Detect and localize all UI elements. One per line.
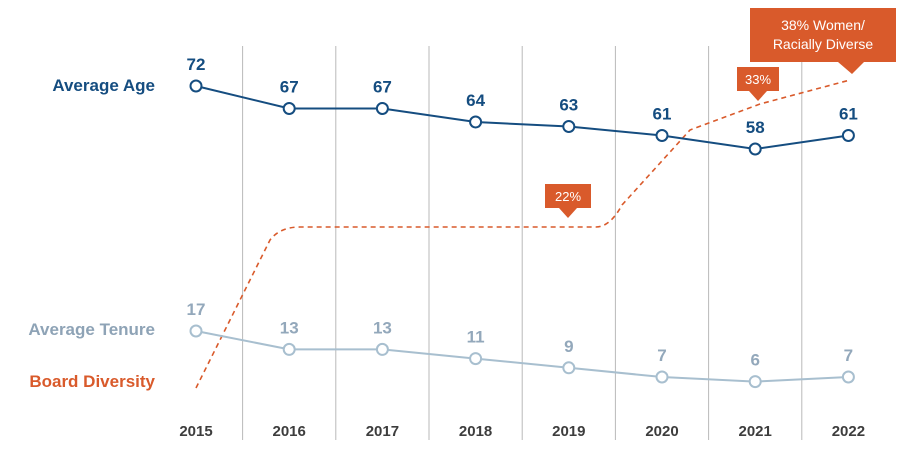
x-axis: 2015 2016 2017 2018 2019 2020 2021 2022 <box>179 423 865 440</box>
callout-33-percent-text: 33% <box>745 72 771 87</box>
average-tenure-point <box>375 342 389 356</box>
average-tenure-point <box>655 370 669 384</box>
average-age-data-label: 72 <box>187 55 206 74</box>
average-tenure-line <box>195 330 849 383</box>
average-age-data-label: 67 <box>373 78 392 97</box>
board-diversity-series <box>195 79 851 389</box>
average-tenure-point <box>748 375 762 389</box>
callout-22-percent: 22% <box>545 184 591 218</box>
average-tenure-data-label: 6 <box>750 351 759 370</box>
average-age-point <box>748 142 762 156</box>
average-tenure-point <box>562 361 576 375</box>
series-label-average-tenure: Average Tenure <box>28 320 155 339</box>
average-tenure-data-label: 7 <box>844 346 853 365</box>
average-tenure-data-label: 11 <box>467 328 485 347</box>
average-age-series: 72 67 67 64 63 61 58 61 <box>187 55 858 156</box>
average-age-point <box>189 79 203 93</box>
x-tick-label: 2020 <box>645 423 678 440</box>
average-age-point <box>282 102 296 115</box>
average-age-data-label: 61 <box>839 105 858 124</box>
callouts: 22%33%38% Women/Racially Diverse <box>545 8 896 218</box>
average-tenure-series: 17 13 13 11 9 7 6 7 <box>187 300 855 389</box>
average-age-data-label: 61 <box>653 105 672 124</box>
average-age-point <box>562 120 576 133</box>
average-tenure-data-label: 13 <box>280 318 299 337</box>
callout-22-percent-text: 22% <box>555 189 581 204</box>
x-tick-label: 2018 <box>459 423 492 440</box>
x-tick-label: 2017 <box>366 423 399 440</box>
average-age-point <box>841 129 855 142</box>
average-tenure-point <box>189 324 203 338</box>
average-tenure-point <box>841 370 855 384</box>
average-tenure-data-label: 9 <box>564 337 573 356</box>
average-age-data-label: 67 <box>280 78 299 97</box>
average-age-line <box>195 85 849 151</box>
average-age-point <box>469 115 483 129</box>
average-tenure-data-label: 7 <box>657 346 666 365</box>
x-tick-label: 2019 <box>552 423 585 440</box>
average-age-data-label: 64 <box>466 91 485 110</box>
average-age-point <box>375 102 389 115</box>
average-age-point <box>655 129 669 142</box>
series-label-average-age: Average Age <box>52 76 155 95</box>
average-tenure-point <box>469 352 483 366</box>
average-age-data-label: 58 <box>746 118 765 137</box>
series-label-board-diversity: Board Diversity <box>29 372 155 391</box>
average-tenure-point <box>282 342 296 356</box>
board-diversity-line <box>195 79 851 389</box>
x-tick-label: 2021 <box>739 423 772 440</box>
x-tick-label: 2022 <box>832 423 865 440</box>
callout-38-percent-line: Racially Diverse <box>773 36 874 52</box>
callout-38-percent-line: 38% Women/ <box>781 17 865 33</box>
x-tick-label: 2016 <box>273 423 306 440</box>
average-age-data-label: 63 <box>559 96 578 115</box>
x-tick-label: 2015 <box>179 423 212 440</box>
average-tenure-data-label: 13 <box>373 318 392 337</box>
gridlines <box>242 46 803 440</box>
average-tenure-data-label: 17 <box>187 300 206 319</box>
callout-33-percent: 33% <box>737 67 779 101</box>
callout-38-percent: 38% Women/Racially Diverse <box>750 8 896 74</box>
